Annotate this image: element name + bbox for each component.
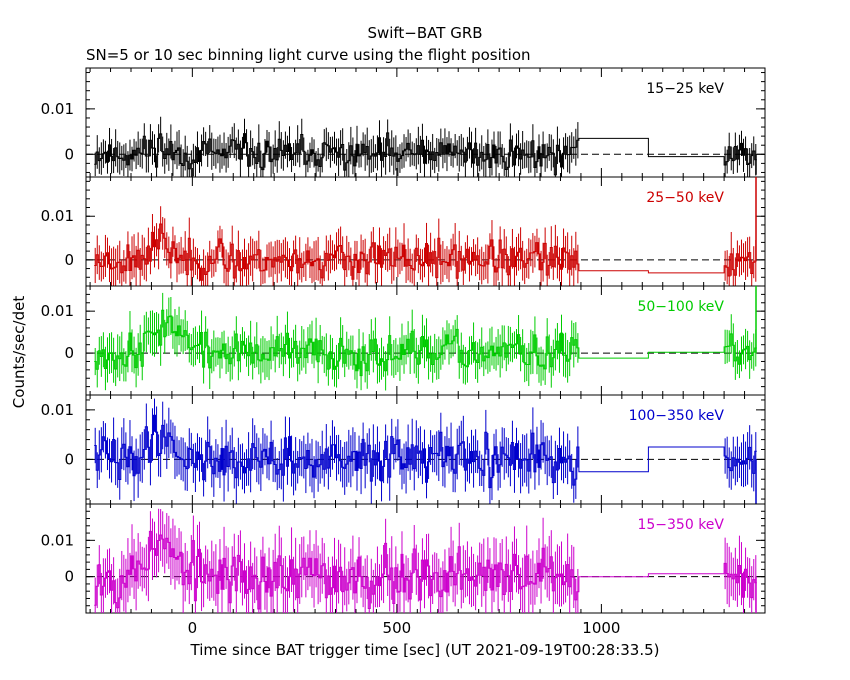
chart-subtitle: SN=5 or 10 sec binning light curve using… <box>86 46 531 64</box>
y-tick-label: 0 <box>64 450 74 468</box>
y-axis-label: Counts/sec/det <box>10 296 28 409</box>
y-tick-label: 0 <box>64 145 74 163</box>
panel-4: 0 0.01 100−350 keV <box>41 394 766 505</box>
y-tick-label: 0 <box>64 568 74 586</box>
x-axis-label: Time since BAT trigger time [sec] (UT 20… <box>190 641 660 659</box>
panel-5: 0 0.01 15−350 keV <box>41 503 766 614</box>
band-label: 15−25 keV <box>646 81 724 97</box>
panel-frame <box>85 503 766 614</box>
panel-3: 0 0.01 50−100 keV <box>41 285 766 396</box>
x-tick-label: 0 <box>188 619 198 637</box>
x-tick-label: 500 <box>383 619 412 637</box>
panels-group: 0 0.01 15−25 keV 0 0.01 25−50 keV 0 0.01 50−100 … <box>41 67 766 637</box>
y-tick-label: 0.01 <box>41 302 74 320</box>
y-tick-label: 0 <box>64 251 74 269</box>
x-tick-label: 1000 <box>582 619 620 637</box>
band-label: 15−350 keV <box>637 517 724 533</box>
y-tick-label: 0.01 <box>41 207 74 225</box>
y-tick-label: 0.01 <box>41 531 74 549</box>
panel-2: 0 0.01 25−50 keV <box>41 176 766 287</box>
y-tick-label: 0.01 <box>41 401 74 419</box>
band-label: 100−350 keV <box>629 408 725 424</box>
panel-1: 0 0.01 15−25 keV <box>41 67 766 178</box>
y-tick-label: 0 <box>64 344 74 362</box>
band-label: 50−100 keV <box>637 299 724 315</box>
chart-title: Swift−BAT GRB <box>367 24 482 42</box>
band-label: 25−50 keV <box>646 190 724 206</box>
y-tick-label: 0.01 <box>41 100 74 118</box>
